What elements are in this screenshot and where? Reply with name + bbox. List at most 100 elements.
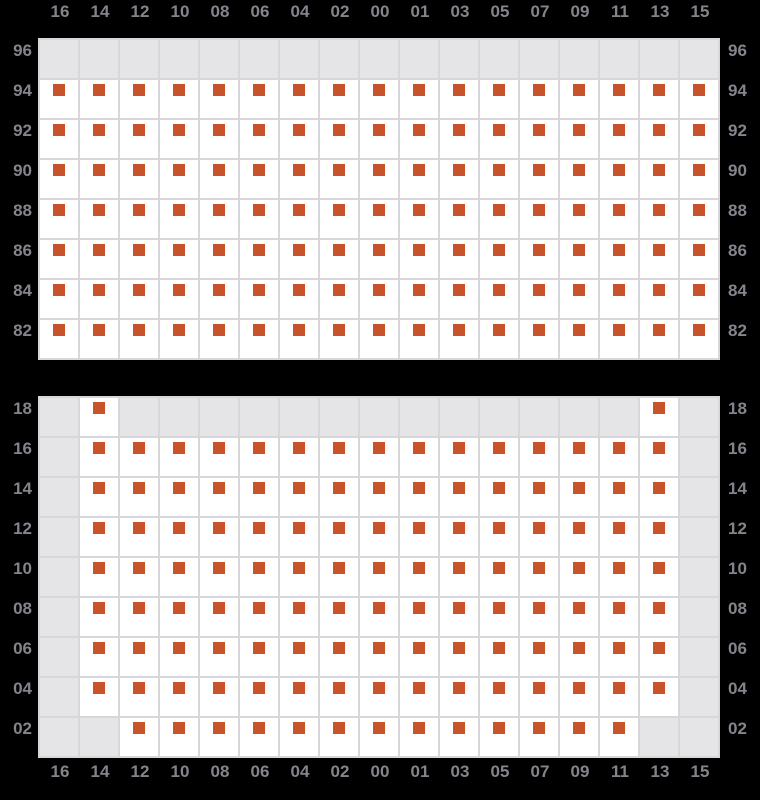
- grid-cell-06-05: [480, 638, 520, 678]
- marker-square: [653, 442, 665, 454]
- marker-square: [213, 482, 225, 494]
- grid-cell-88-13: [640, 200, 680, 240]
- grid-cell-84-03: [440, 280, 480, 320]
- marker-square: [133, 442, 145, 454]
- marker-square: [533, 244, 545, 256]
- marker-square: [373, 284, 385, 296]
- bottom-col-label-03: 03: [450, 762, 470, 781]
- marker-square: [613, 284, 625, 296]
- marker-square: [493, 602, 505, 614]
- marker-square: [573, 562, 585, 574]
- grid-cell-84-14: [80, 280, 120, 320]
- grid-cell-06-08: [200, 638, 240, 678]
- grid-cell-90-07: [520, 160, 560, 200]
- marker-square: [173, 324, 185, 336]
- marker-square: [333, 682, 345, 694]
- marker-square: [653, 642, 665, 654]
- marker-square: [453, 284, 465, 296]
- grid-cell-08-10: [160, 598, 200, 638]
- grid-cell-06-03: [440, 638, 480, 678]
- row-label-left-bottom-04: 04: [13, 679, 32, 698]
- grid-cell-08-03: [440, 598, 480, 638]
- grid-cell-92-06: [240, 120, 280, 160]
- grid-cell-86-01: [400, 240, 440, 280]
- marker-square: [293, 682, 305, 694]
- grid-cell-16-05: [480, 438, 520, 478]
- top-col-label-15: 15: [690, 2, 710, 21]
- grid-cell-12-07: [520, 518, 560, 558]
- grid-cell-82-10: [160, 320, 200, 360]
- grid-cell-02-13: [640, 718, 680, 758]
- grid-cell-88-10: [160, 200, 200, 240]
- grid-cell-16-13: [640, 438, 680, 478]
- grid-cell-02-07: [520, 718, 560, 758]
- grid-cell-10-12: [120, 558, 160, 598]
- marker-square: [413, 164, 425, 176]
- grid-cell-86-07: [520, 240, 560, 280]
- grid-cell-96-08: [200, 40, 240, 80]
- grid-cell-12-04: [280, 518, 320, 558]
- marker-square: [173, 482, 185, 494]
- marker-square: [253, 84, 265, 96]
- grid-cell-86-12: [120, 240, 160, 280]
- grid-cell-94-08: [200, 80, 240, 120]
- marker-square: [613, 164, 625, 176]
- marker-square: [253, 284, 265, 296]
- row-label-left-bottom-08: 08: [13, 599, 32, 618]
- row-label-right-bottom-10: 10: [728, 559, 747, 578]
- grid-cell-16-00: [360, 438, 400, 478]
- marker-square: [613, 244, 625, 256]
- marker-square: [533, 642, 545, 654]
- grid-cell-94-11: [600, 80, 640, 120]
- grid-cell-08-02: [320, 598, 360, 638]
- grid-cell-18-12: [120, 398, 160, 438]
- grid-cell-88-15: [680, 200, 720, 240]
- grid-cell-06-12: [120, 638, 160, 678]
- grid-cell-90-12: [120, 160, 160, 200]
- marker-square: [93, 682, 105, 694]
- grid-cell-10-14: [80, 558, 120, 598]
- marker-square: [493, 562, 505, 574]
- grid-cell-84-16: [40, 280, 80, 320]
- grid-cell-14-16: [40, 478, 80, 518]
- grid-cell-92-11: [600, 120, 640, 160]
- marker-square: [693, 324, 705, 336]
- marker-square: [93, 522, 105, 534]
- grid-cell-82-00: [360, 320, 400, 360]
- marker-square: [413, 522, 425, 534]
- marker-square: [373, 722, 385, 734]
- marker-square: [533, 284, 545, 296]
- grid-cell-82-04: [280, 320, 320, 360]
- marker-square: [333, 522, 345, 534]
- grid-cell-94-04: [280, 80, 320, 120]
- row-label-right-top-92: 92: [728, 121, 747, 140]
- marker-square: [613, 522, 625, 534]
- grid-cell-02-15: [680, 718, 720, 758]
- grid-cell-02-09: [560, 718, 600, 758]
- row-label-left-bottom-14: 14: [13, 479, 32, 498]
- grid-cell-16-02: [320, 438, 360, 478]
- grid-cell-04-06: [240, 678, 280, 718]
- marker-square: [93, 442, 105, 454]
- grid-cell-86-00: [360, 240, 400, 280]
- marker-square: [173, 522, 185, 534]
- marker-square: [253, 522, 265, 534]
- grid-cell-04-15: [680, 678, 720, 718]
- marker-square: [93, 244, 105, 256]
- grid-cell-96-06: [240, 40, 280, 80]
- marker-square: [453, 124, 465, 136]
- bottom-col-label-02: 02: [330, 762, 350, 781]
- grid-cell-18-09: [560, 398, 600, 438]
- row-label-right-top-86: 86: [728, 241, 747, 260]
- marker-square: [253, 124, 265, 136]
- grid-cell-96-12: [120, 40, 160, 80]
- marker-square: [173, 602, 185, 614]
- marker-square: [613, 722, 625, 734]
- marker-square: [533, 324, 545, 336]
- grid-cell-06-00: [360, 638, 400, 678]
- marker-square: [293, 522, 305, 534]
- marker-square: [413, 124, 425, 136]
- grid-cell-16-04: [280, 438, 320, 478]
- marker-square: [413, 84, 425, 96]
- marker-square: [133, 164, 145, 176]
